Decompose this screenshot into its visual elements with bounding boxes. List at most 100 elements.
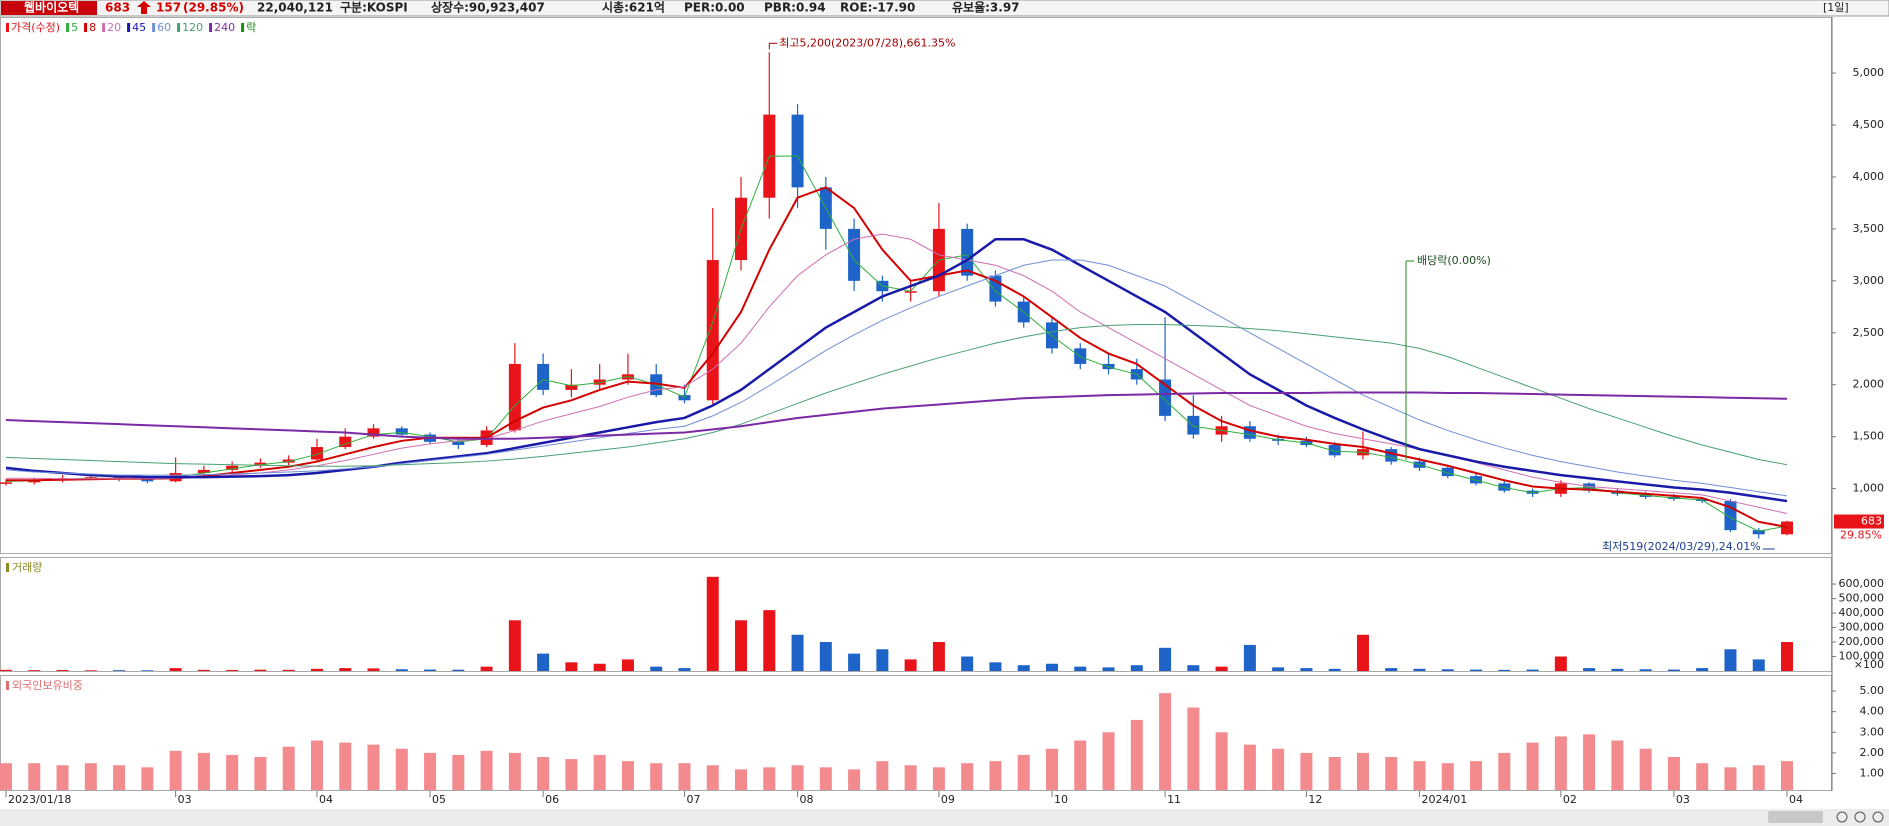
candle-body [339,436,352,448]
bar [254,757,267,790]
bar [508,752,521,790]
zoom-reset[interactable] [1872,811,1884,823]
bar [1385,668,1398,671]
bar [1696,763,1709,790]
header-bar [0,0,1889,17]
candle-body [197,469,210,474]
bar [367,744,380,790]
candle-body [1498,483,1511,491]
candle-body [141,478,154,482]
bar [1441,763,1454,790]
bar [791,634,804,671]
y-tick-label: 400,000 [1839,606,1885,619]
candle-body [1526,490,1539,494]
y-tick-label: 3.00 [1860,725,1885,738]
bar [1639,669,1652,671]
y-tick-label: 2.00 [1860,746,1885,759]
y-tick-label: 500,000 [1839,592,1885,605]
bar [480,666,493,671]
x-tick-label: 12 [1308,793,1322,806]
bar [819,642,832,671]
bar [1102,732,1115,790]
bar [876,761,889,790]
bar [1611,668,1624,671]
up-arrow [137,1,151,14]
bar [735,620,748,671]
y-tick-label: 5.00 [1860,684,1885,697]
bar [1583,734,1596,790]
legend-label: 가격(수정) [11,21,60,34]
candle-body [904,291,917,293]
bar [1243,744,1256,790]
candle-body [1752,530,1765,535]
bar [989,662,1002,671]
scrollbar[interactable] [0,809,1889,826]
legend-swatch [66,23,70,32]
bar [1045,663,1058,671]
bar [254,669,267,671]
bar [1074,666,1087,671]
legend-label: 45 [132,21,146,34]
bar [508,620,521,671]
legend-label: 60 [157,21,171,34]
bar [226,669,239,671]
name-box [1,1,97,15]
period[interactable]: [1일] [1823,0,1849,14]
change-pct: (29.85%) [183,1,244,15]
candle-body [310,447,323,460]
bar [84,763,97,790]
bar [1724,767,1737,790]
bar [1554,656,1567,671]
bar [424,669,437,671]
zoom-out[interactable] [1836,811,1848,823]
pbr: PBR:0.94 [764,1,826,15]
zoom-in[interactable] [1854,811,1866,823]
bar [1752,765,1765,790]
moving-average [5,323,1788,467]
x-tick-label: 08 [800,793,814,806]
stock-name: 웹바이오텍 [24,0,79,15]
bar [1470,669,1483,671]
panel-title: 외국인보유비중 [12,679,83,692]
bar [56,669,69,671]
legend-label: 8 [89,21,96,34]
candle-body [226,465,239,470]
candle-body [1470,476,1483,484]
bar [1187,665,1200,671]
bar [1413,668,1426,671]
volume: 22,040,121 [257,1,333,15]
y-tick-label: 1.00 [1860,767,1885,780]
candle-body [1328,444,1341,456]
candle-body [593,379,606,385]
candle-body [1159,379,1172,416]
moving-average [6,233,1788,515]
bar [169,668,182,671]
x-tick-label: 07 [686,793,700,806]
bar [1187,707,1200,790]
candle-body [508,363,521,431]
scroll-thumb[interactable] [1768,811,1823,823]
bar [1243,644,1256,671]
bar [848,769,861,790]
legend-swatch [6,23,9,32]
y-tick-label: 1,000 [1853,482,1885,495]
bar [1639,748,1652,790]
y-tick-label: 200,000 [1839,635,1885,648]
candle-body [565,384,578,390]
bar [565,759,578,790]
x-tick-label: 2023/01/18 [8,793,71,806]
bar [961,763,974,790]
y-tick-label: 4,500 [1853,118,1885,131]
bar [1554,736,1567,790]
x-tick-label: 03 [1676,793,1690,806]
bar [1667,669,1680,671]
y-tick-label: 2,500 [1853,326,1885,339]
x-tick-label: 02 [1563,793,1577,806]
bar [1781,642,1794,671]
high-annotation: 최고5,200(2023/07/28),661.35% [779,36,955,49]
candle-body [961,228,974,276]
bar [1498,752,1511,790]
change-tag-label: 29.85% [1840,529,1882,542]
legend-label: 락 [246,21,256,34]
